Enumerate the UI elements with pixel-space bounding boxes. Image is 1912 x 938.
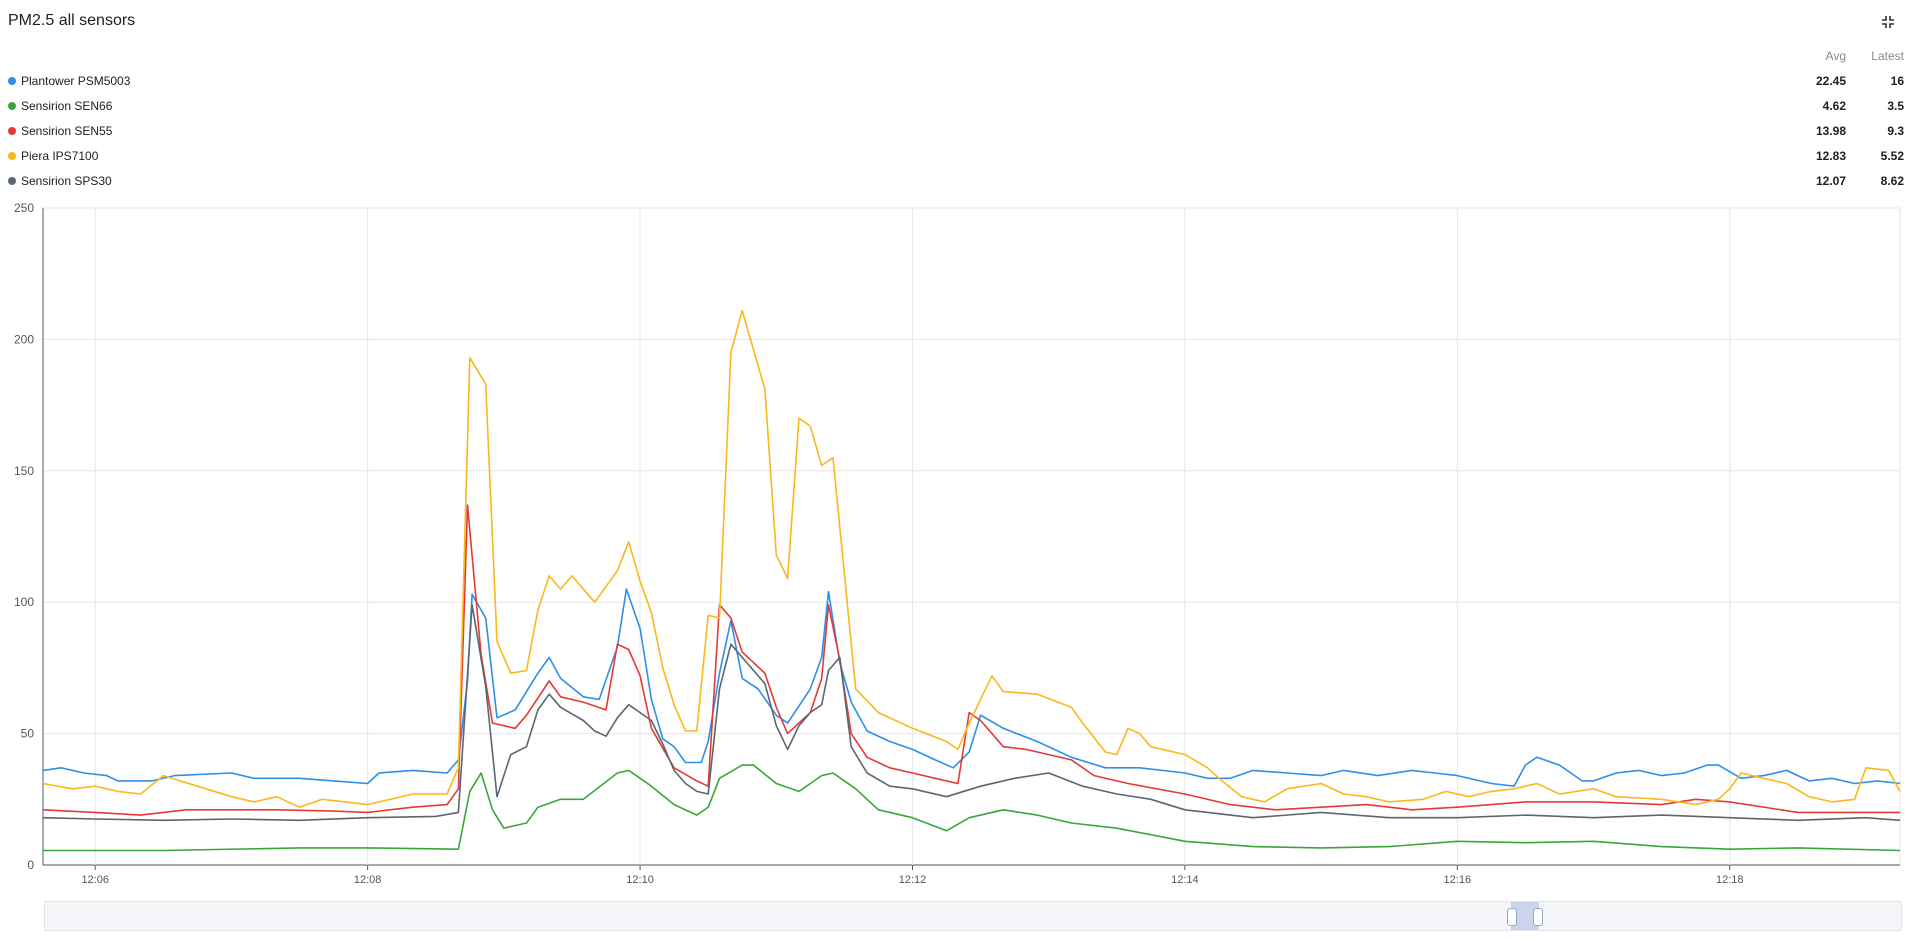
legend-item-latest: 16 bbox=[1890, 74, 1904, 88]
legend-item-latest: 9.3 bbox=[1887, 124, 1904, 138]
navigator-selection[interactable] bbox=[1507, 902, 1543, 930]
legend-item-avg: 13.98 bbox=[1815, 124, 1846, 138]
line-chart[interactable]: 0 50 100 150 200 250 12:06 12:08 12:10 12:12 12:14… bbox=[0, 195, 1912, 895]
legend-item-plantower[interactable]: Plantower PSM5003 22.45 16 bbox=[8, 72, 1904, 92]
chart-title: PM2.5 all sensors bbox=[8, 12, 136, 29]
x-tick-label: 12:06 bbox=[81, 874, 109, 886]
legend-item-avg: 12.07 bbox=[1815, 174, 1846, 188]
series-line-sensirion-sen55[interactable] bbox=[42, 504, 1900, 816]
legend-item-sen66[interactable]: Sensirion SEN66 4.62 3.5 bbox=[8, 97, 1904, 117]
legend-item-sps30[interactable]: Sensirion SPS30 12.07 8.62 bbox=[8, 172, 1904, 192]
x-tick-label: 12:10 bbox=[626, 874, 654, 886]
legend-item-ips7100[interactable]: Piera IPS7100 12.83 5.52 bbox=[8, 147, 1904, 167]
legend-avg-header: Avg bbox=[1825, 49, 1846, 63]
y-tick-label: 150 bbox=[14, 464, 34, 478]
x-tick-label: 12:16 bbox=[1444, 874, 1472, 886]
legend-item-avg: 12.83 bbox=[1815, 149, 1846, 163]
legend-item-label: Piera IPS7100 bbox=[21, 149, 99, 163]
series-line-piera-ips7100[interactable] bbox=[42, 309, 1901, 808]
series-color-dot bbox=[8, 77, 16, 85]
legend-item-sen55[interactable]: Sensirion SEN55 13.98 9.3 bbox=[8, 122, 1904, 142]
navigator-right-handle[interactable] bbox=[1533, 908, 1543, 926]
y-tick-label: 0 bbox=[27, 858, 34, 872]
legend-item-avg: 4.62 bbox=[1822, 99, 1846, 113]
legend-latest-header: Latest bbox=[1871, 49, 1904, 63]
legend-item-label: Sensirion SEN66 bbox=[21, 99, 113, 113]
legend-item-label: Sensirion SEN55 bbox=[21, 124, 113, 138]
series-line-sensirion-sps30[interactable] bbox=[42, 604, 1901, 822]
collapse-icon[interactable] bbox=[1880, 14, 1896, 30]
series-line-sensirion-sen66[interactable] bbox=[43, 764, 1901, 852]
legend-item-latest: 3.5 bbox=[1887, 99, 1904, 113]
y-tick-label: 50 bbox=[21, 727, 35, 741]
y-tick-label: 200 bbox=[14, 332, 34, 346]
legend-item-latest: 8.62 bbox=[1880, 174, 1904, 188]
legend-item-latest: 5.52 bbox=[1880, 149, 1904, 163]
x-tick-label: 12:14 bbox=[1171, 874, 1199, 886]
series-color-dot bbox=[8, 152, 16, 160]
plot-area bbox=[42, 207, 1901, 866]
navigator-left-handle[interactable] bbox=[1507, 908, 1517, 926]
series-line-plantower-psm5003[interactable] bbox=[42, 588, 1901, 787]
time-range-navigator[interactable] bbox=[44, 901, 1902, 931]
x-tick-label: 12:08 bbox=[354, 874, 382, 886]
series-color-dot bbox=[8, 102, 16, 110]
series-color-dot bbox=[8, 127, 16, 135]
x-tick-label: 12:12 bbox=[899, 874, 927, 886]
x-tick-label: 12:18 bbox=[1716, 874, 1744, 886]
y-tick-label: 250 bbox=[14, 201, 34, 215]
y-tick-label: 100 bbox=[14, 595, 34, 609]
legend-item-avg: 22.45 bbox=[1815, 74, 1846, 88]
series-color-dot bbox=[8, 177, 16, 185]
legend-item-label: Sensirion SPS30 bbox=[21, 174, 112, 188]
legend-item-label: Plantower PSM5003 bbox=[21, 74, 131, 88]
